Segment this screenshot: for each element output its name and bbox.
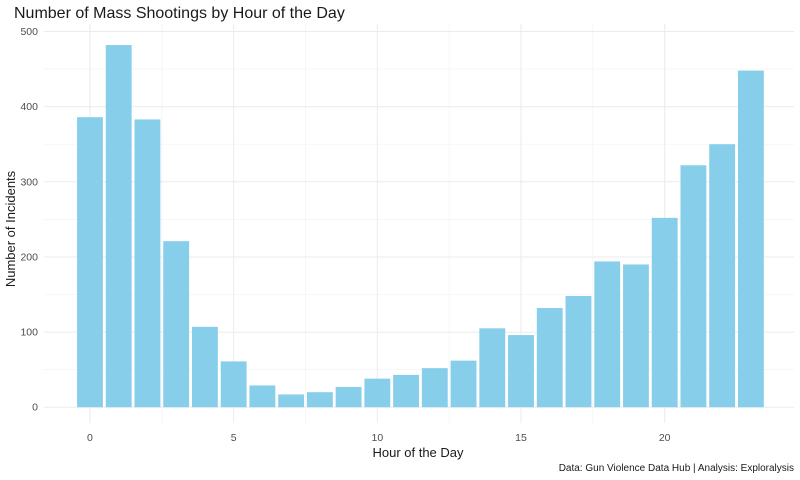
bar-hour-14: [479, 328, 506, 408]
y-tick-label: 200: [20, 251, 38, 263]
y-axis-title: Number of Incidents: [3, 170, 18, 287]
bar-hour-4: [191, 326, 218, 408]
bar-hour-22: [709, 144, 736, 408]
bar-hour-12: [421, 368, 448, 408]
bar-hour-5: [220, 361, 247, 408]
x-tick-label: 20: [659, 432, 671, 444]
bar-hour-21: [680, 165, 707, 408]
bar-hour-1: [105, 45, 132, 408]
bar-hour-18: [594, 261, 621, 408]
y-tick-label: 400: [20, 101, 38, 113]
chart-title: Number of Mass Shootings by Hour of the …: [14, 5, 345, 22]
bar-hour-6: [249, 385, 276, 408]
bar-hour-8: [306, 392, 333, 408]
x-axis-ticks: 0 5 10 15 20: [87, 432, 671, 444]
bar-hour-23: [737, 70, 764, 408]
x-tick-label: 5: [231, 432, 237, 444]
y-axis-ticks: 0 100 200 300 400 500: [20, 26, 38, 414]
bar-hour-17: [565, 296, 592, 408]
y-tick-label: 300: [20, 176, 38, 188]
bar-hour-0: [77, 117, 103, 408]
bar-hour-19: [623, 264, 649, 408]
y-tick-label: 500: [20, 26, 38, 38]
bar-hour-15: [508, 335, 534, 408]
y-tick-label: 0: [32, 402, 38, 414]
bar-hour-10: [364, 378, 391, 408]
bars: [77, 45, 764, 408]
x-tick-label: 15: [515, 432, 527, 444]
caption: Data: Gun Violence Data Hub | Analysis: …: [559, 463, 794, 474]
bar-hour-7: [278, 394, 305, 408]
bar-hour-9: [335, 386, 362, 408]
bar-hour-16: [536, 308, 563, 408]
bar-hour-13: [450, 360, 477, 408]
bar-hour-11: [393, 374, 419, 408]
y-tick-label: 100: [20, 327, 38, 339]
bar-hour-2: [134, 119, 161, 408]
bar-hour-20: [651, 217, 678, 408]
x-tick-label: 0: [87, 432, 93, 444]
x-axis-title: Hour of the Day: [372, 445, 464, 460]
x-tick-label: 10: [371, 432, 383, 444]
bar-hour-3: [163, 241, 190, 408]
